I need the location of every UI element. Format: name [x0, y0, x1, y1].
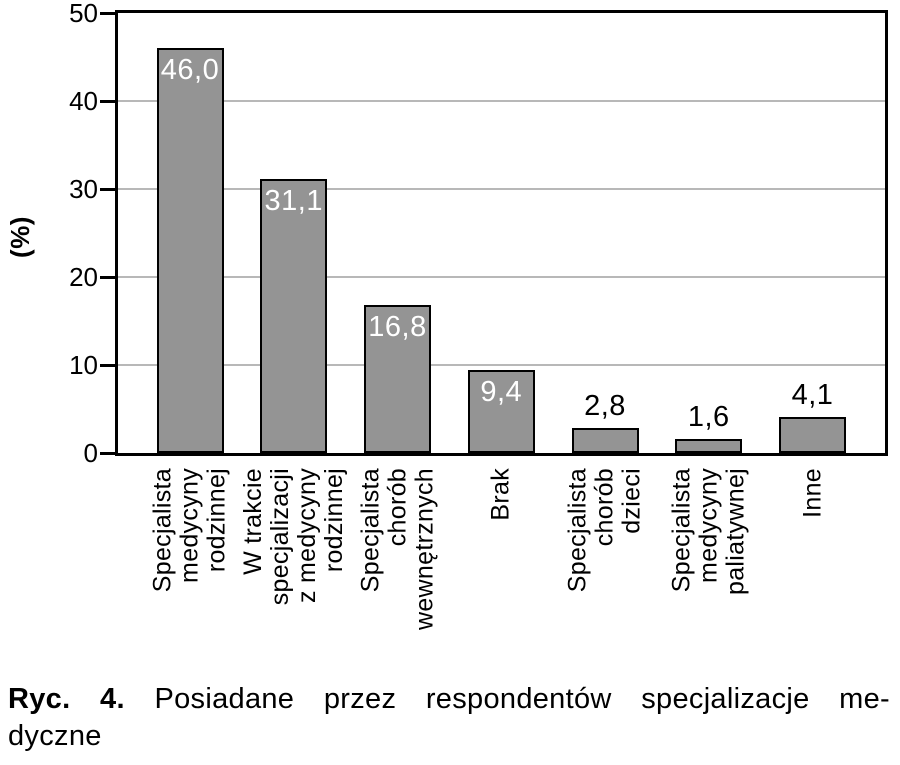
bar-2 [260, 179, 328, 453]
y-tick-0 [100, 451, 115, 455]
y-tick-label-20: 20 [69, 262, 98, 292]
bar-value-6: 1,6 [687, 400, 730, 433]
y-tick-label-30: 30 [69, 174, 98, 204]
x-label-1: Specjalista medycyny rodzinnej [148, 468, 231, 593]
caption-text: Posiadane przez respondentów specjalizac… [154, 683, 890, 715]
caption-line-1: Ryc. 4. Posiadane przez respondentów spe… [8, 681, 890, 718]
x-label-6: Specjalista medycyny paliatywnej [667, 468, 750, 595]
y-tick-label-40: 40 [69, 86, 98, 116]
bar-6 [675, 438, 743, 453]
y-tick-20 [100, 275, 115, 279]
x-label-5: Specjalista chorób dzieci [563, 468, 646, 593]
x-label-4: Brak [486, 468, 515, 521]
gridline-40 [118, 100, 885, 102]
gridline-20 [118, 276, 885, 278]
bar-3 [364, 305, 431, 453]
figure-caption: Ryc. 4. Posiadane przez respondentów spe… [8, 681, 890, 755]
bar-5 [571, 428, 639, 453]
y-tick-50 [100, 11, 115, 15]
gridline-10 [118, 364, 885, 366]
bar-value-4: 9,4 [480, 376, 523, 409]
y-tick-label-50: 50 [69, 0, 98, 28]
gridline-30 [118, 188, 885, 190]
plot-area: 46,0 31,1 16,8 9,4 2,8 1,6 4,1 [115, 10, 888, 456]
y-tick-30 [100, 187, 115, 191]
caption-number: Ryc. 4. [8, 683, 125, 715]
bar-value-5: 2,8 [584, 390, 626, 423]
bar-4 [467, 370, 535, 453]
y-axis-title: (%) [5, 216, 35, 258]
y-tick-10 [100, 363, 115, 367]
bar-7 [779, 416, 846, 453]
bar-1 [156, 48, 224, 453]
bar-value-7: 4,1 [791, 378, 834, 411]
bar-value-2: 31,1 [264, 185, 323, 218]
x-label-2: W trakcie specjalizacji z medycyny rodzi… [238, 468, 348, 606]
caption-line-2: dyczne [8, 720, 102, 752]
bar-value-1: 46,0 [160, 54, 220, 87]
y-tick-label-10: 10 [69, 350, 98, 380]
y-tick-label-0: 0 [83, 438, 98, 468]
plot-inner: 46,0 31,1 16,8 9,4 2,8 1,6 4,1 [118, 13, 885, 453]
bar-value-3: 16,8 [368, 311, 427, 344]
x-label-7: Inne [798, 468, 826, 518]
x-label-3: Specjalista chorób wewnętrznych [356, 468, 438, 630]
y-tick-40 [100, 99, 115, 103]
